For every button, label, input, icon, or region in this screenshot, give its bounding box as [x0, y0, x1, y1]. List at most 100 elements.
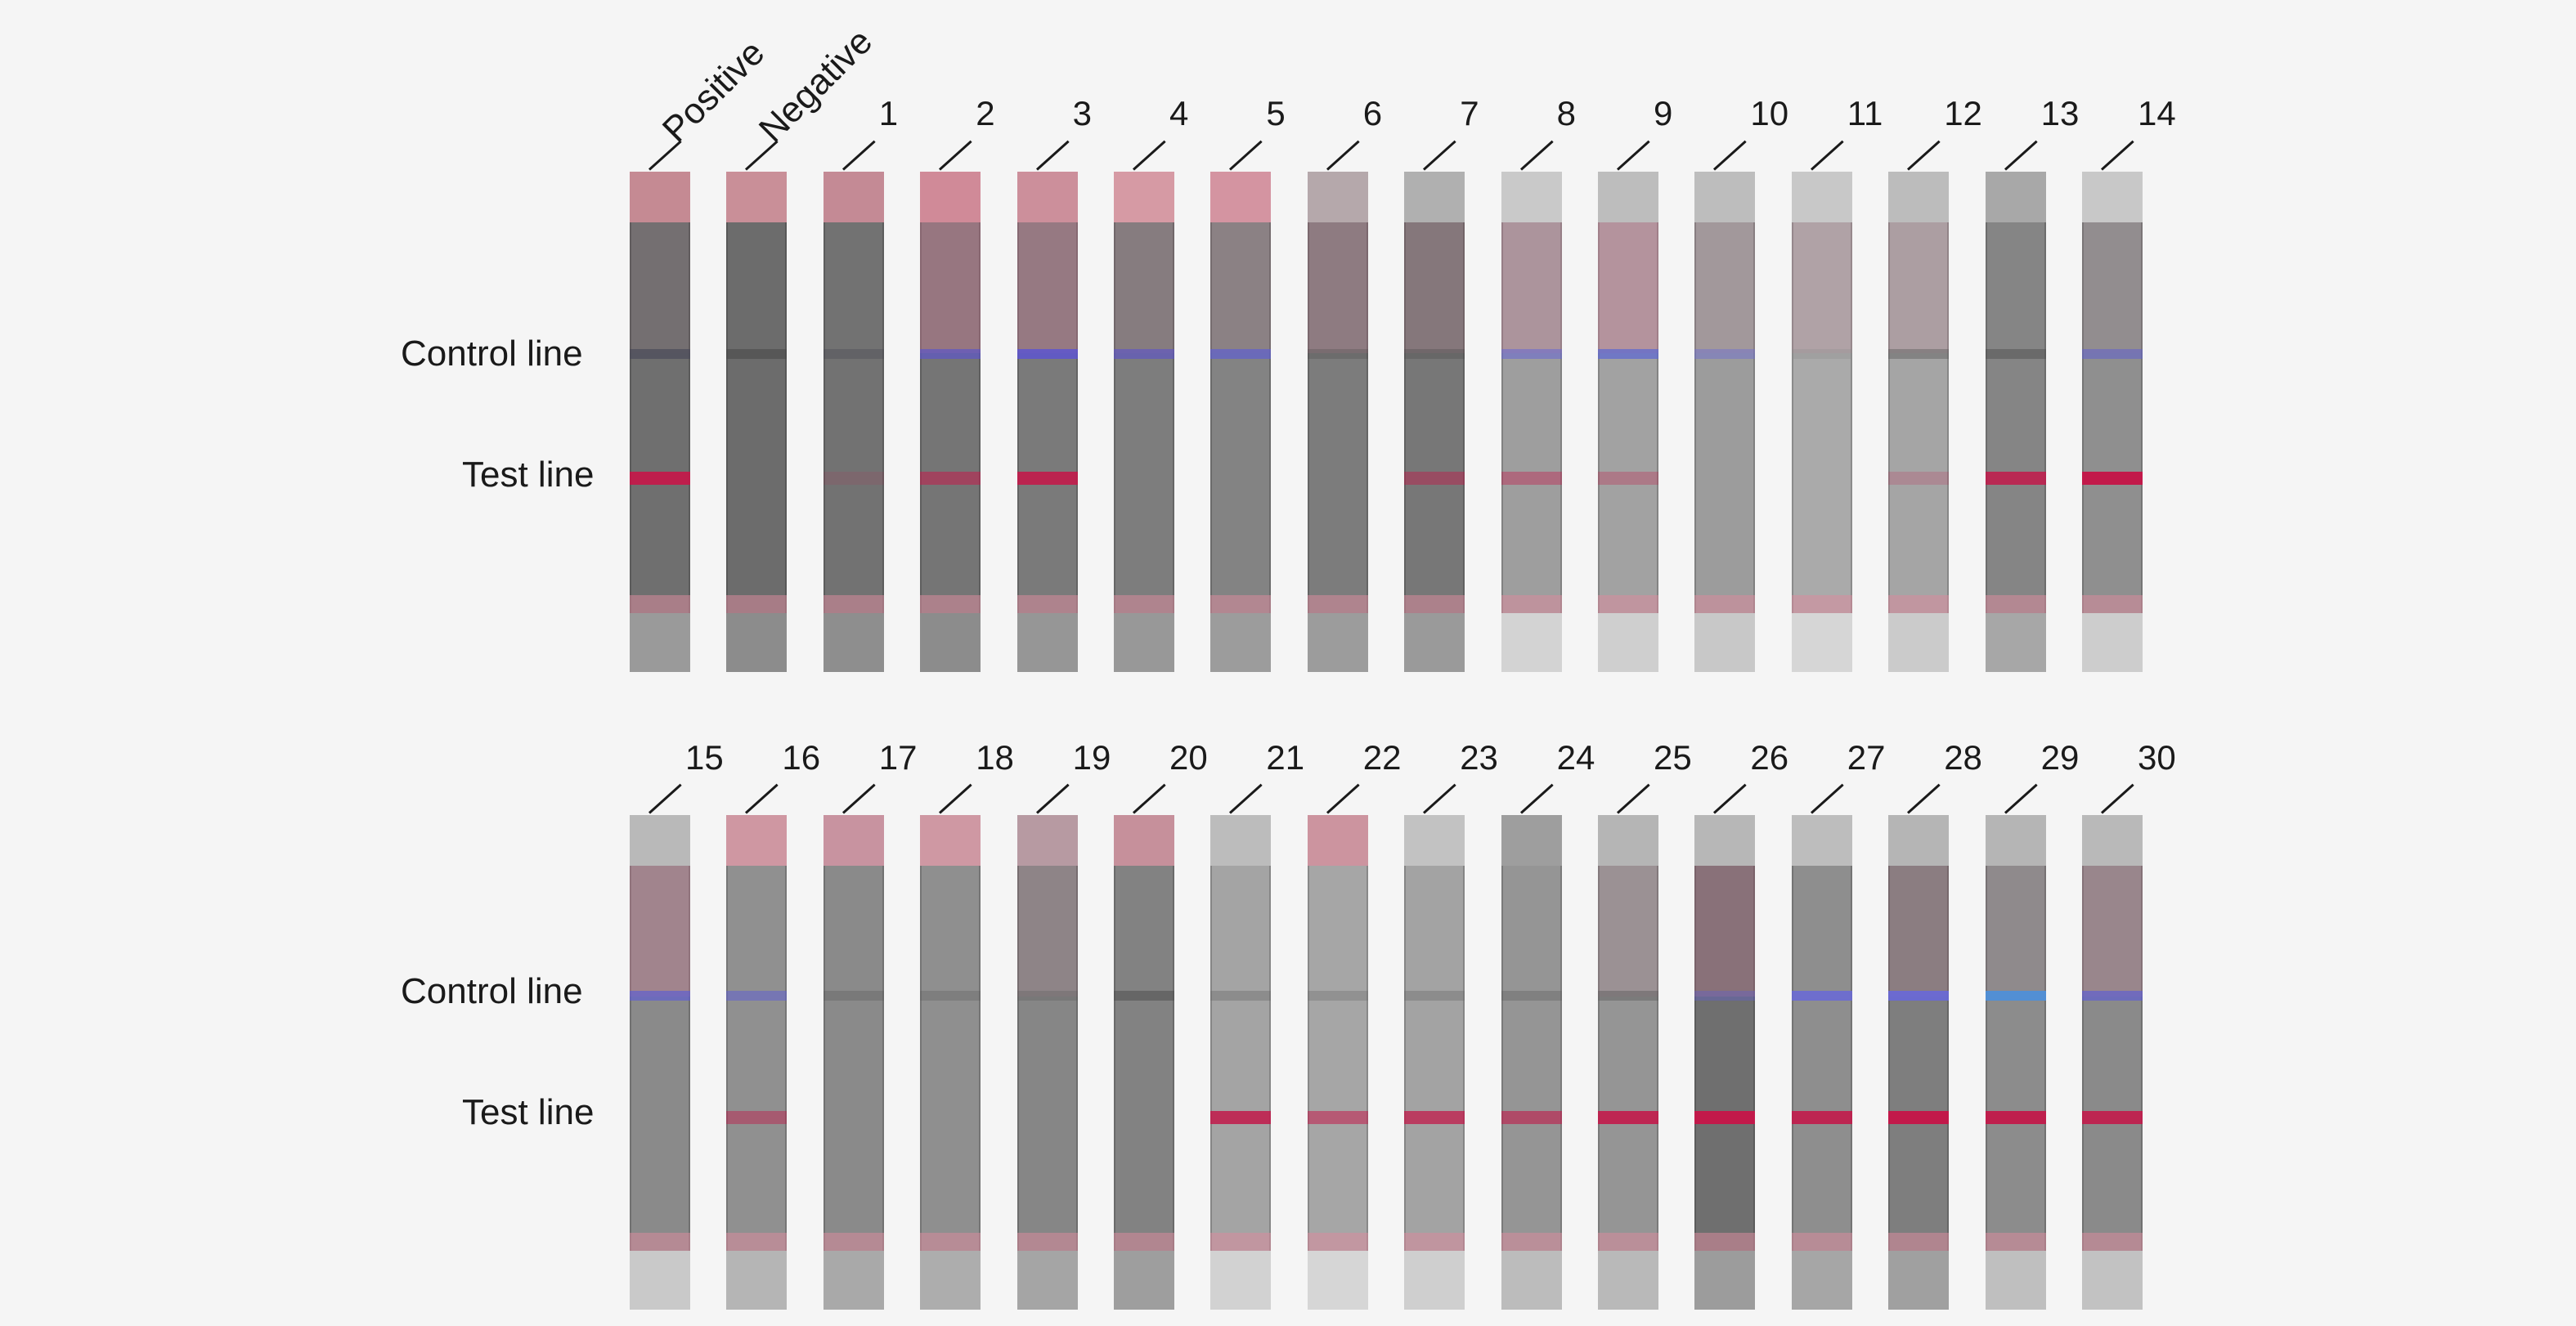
strip-sample-front: [1016, 595, 1078, 613]
strip-absorbent-pad: [1598, 1251, 1658, 1310]
strip-label: 30: [2138, 738, 2176, 777]
strip-label: 1: [878, 94, 899, 132]
test-strip: [920, 815, 981, 1310]
strip-label-leader: [2004, 783, 2038, 814]
strip-label: 9: [1654, 94, 1673, 132]
strip-sample-front: [1501, 1233, 1562, 1251]
strip-absorbent-pad: [1307, 1251, 1368, 1310]
strip-test-band: [1501, 1111, 1562, 1124]
strip-control-band: [1307, 349, 1368, 359]
strip-label-leader: [1616, 783, 1650, 814]
strip-sample-front: [823, 1233, 884, 1251]
strip-label-leader: [1229, 140, 1263, 171]
strip-sample-front: [2082, 1233, 2143, 1251]
strip-sample-front: [1210, 1233, 1272, 1251]
strip-sample-front: [1210, 595, 1272, 613]
strip-sample-front: [1307, 1233, 1368, 1251]
strip-control-band: [1791, 349, 1852, 359]
strip-absorbent-pad: [2082, 613, 2143, 672]
strip-sample-front: [630, 595, 690, 613]
test-strip: [1307, 172, 1368, 672]
strip-sample-front: [823, 595, 884, 613]
test-strip: [726, 172, 788, 672]
strip-control-band: [630, 991, 690, 1001]
strip-sample-front: [1598, 595, 1658, 613]
strip-test-band: [1598, 1111, 1658, 1124]
strip-control-band: [630, 349, 690, 359]
test-strip: [1404, 815, 1465, 1310]
strip-sample-window: [1694, 815, 1756, 866]
strip-label: 2: [976, 94, 995, 132]
strip-label: 25: [1654, 738, 1692, 777]
strip-absorbent-pad: [1888, 613, 1950, 672]
strip-test-band: [630, 472, 690, 485]
strip-absorbent-pad: [2082, 1251, 2143, 1310]
row1-control-line-label: Control line: [401, 334, 583, 374]
strip-test-band: [1307, 1111, 1368, 1124]
strip-label: 13: [2040, 94, 2080, 132]
strip-sample-front: [726, 595, 788, 613]
strip-absorbent-pad: [1888, 1251, 1950, 1310]
strip-label-leader: [841, 140, 876, 171]
row2-control-line-label: Control line: [401, 971, 583, 1011]
strip-pink-wash: [630, 222, 690, 353]
strip-control-band: [1694, 991, 1756, 1001]
strip-label-leader: [1132, 140, 1166, 171]
strip-sample-window: [1598, 815, 1658, 866]
strip-sample-window: [823, 172, 884, 222]
strip-label-leader: [841, 783, 876, 814]
test-strip: [630, 815, 690, 1310]
strip-sample-window: [1016, 172, 1078, 222]
strip-absorbent-pad: [1694, 1251, 1756, 1310]
strip-pink-wash: [1598, 866, 1658, 997]
strip-control-band: [1791, 991, 1852, 1001]
strip-sample-window: [2082, 172, 2143, 222]
strip-control-band: [1114, 349, 1174, 359]
strip-label: 16: [782, 738, 821, 777]
strip-label: 8: [1556, 94, 1576, 132]
strip-pink-wash: [1210, 222, 1272, 353]
strip-sample-window: [726, 815, 788, 866]
strip-sample-window: [1985, 815, 2046, 866]
strip-sample-window: [1114, 815, 1174, 866]
strip-sample-front: [1114, 1233, 1174, 1251]
strip-pink-wash: [920, 222, 981, 353]
strip-control-band: [1888, 349, 1950, 359]
strip-label-leader: [1810, 140, 1844, 171]
test-strip: [1791, 815, 1852, 1310]
strip-test-band: [1598, 472, 1658, 485]
strip-control-band: [1985, 349, 2046, 359]
strip-absorbent-pad: [1791, 1251, 1852, 1310]
strip-label-leader: [939, 783, 972, 814]
strip-label: 17: [878, 738, 918, 777]
test-strip: [1016, 815, 1078, 1310]
strip-sample-window: [1888, 172, 1950, 222]
strip-sample-front: [920, 1233, 981, 1251]
strip-label-leader: [1616, 140, 1650, 171]
strip-test-band: [1404, 1111, 1465, 1124]
strip-label: 22: [1362, 738, 1402, 777]
strip-sample-window: [1501, 815, 1562, 866]
strip-label-leader: [1132, 783, 1166, 814]
strip-sample-window: [1307, 815, 1368, 866]
strip-control-band: [1404, 991, 1465, 1001]
strip-sample-window: [1307, 172, 1368, 222]
strip-sample-window: [920, 815, 981, 866]
strip-label-leader: [1326, 783, 1360, 814]
strip-sample-window: [1791, 815, 1852, 866]
strip-absorbent-pad: [1501, 1251, 1562, 1310]
strip-absorbent-pad: [823, 613, 884, 672]
test-strip: [920, 172, 981, 672]
strip-label-leader: [2100, 783, 2134, 814]
strip-control-band: [1016, 349, 1078, 359]
strip-label-leader: [648, 783, 682, 814]
strip-absorbent-pad: [920, 613, 981, 672]
strip-sample-window: [1210, 815, 1272, 866]
strip-control-band: [1404, 349, 1465, 359]
strip-label-leader: [1713, 140, 1748, 171]
strip-control-band: [2082, 991, 2143, 1001]
strip-control-band: [1501, 349, 1562, 359]
strip-label-leader: [1713, 783, 1748, 814]
strip-sample-front: [1404, 595, 1465, 613]
strip-sample-window: [920, 172, 981, 222]
